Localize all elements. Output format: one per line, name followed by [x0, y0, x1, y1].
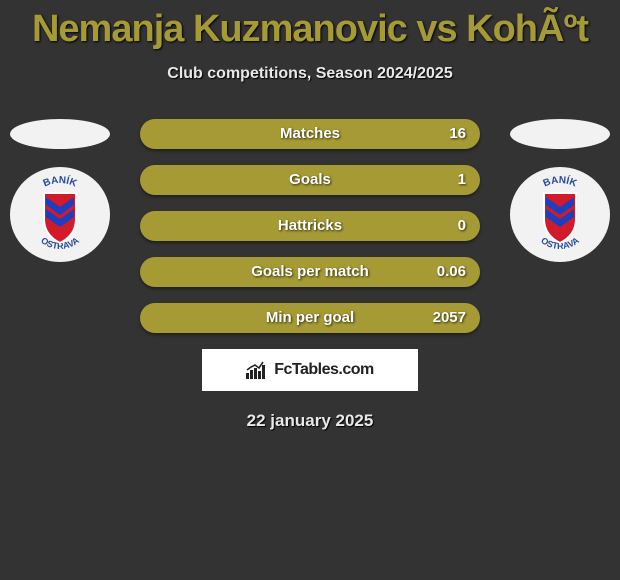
stat-label: Matches — [140, 119, 480, 149]
comparison-content: BANÍK OSTRAVA BANÍK OSTRAVA Matches16 Goa… — [0, 119, 620, 431]
stat-value-right: 2057 — [433, 303, 466, 333]
left-player-column: BANÍK OSTRAVA — [10, 119, 110, 262]
brand-box: FcTables.com — [202, 349, 418, 391]
brand-chart-icon — [246, 361, 268, 379]
subtitle: Club competitions, Season 2024/2025 — [0, 65, 620, 83]
stat-value-right: 16 — [449, 119, 466, 149]
stat-value-right: 1 — [458, 165, 466, 195]
date-text: 22 january 2025 — [0, 411, 620, 431]
stat-value-right: 0 — [458, 211, 466, 241]
stat-label: Goals — [140, 165, 480, 195]
right-player-column: BANÍK OSTRAVA — [510, 119, 610, 262]
stat-row: Hattricks0 — [140, 211, 480, 241]
stat-value-right: 0.06 — [437, 257, 466, 287]
stat-label: Goals per match — [140, 257, 480, 287]
stat-row: Min per goal2057 — [140, 303, 480, 333]
stat-row: Goals per match0.06 — [140, 257, 480, 287]
svg-text:BANÍK: BANÍK — [542, 174, 579, 190]
stat-label: Min per goal — [140, 303, 480, 333]
right-player-oval — [510, 119, 610, 149]
stat-row: Goals1 — [140, 165, 480, 195]
left-club-badge: BANÍK OSTRAVA — [10, 167, 110, 262]
stats-list: Matches16 Goals1 Hattricks0 Goals per match… — [140, 119, 480, 333]
svg-text:BANÍK: BANÍK — [42, 174, 79, 190]
stat-row: Matches16 — [140, 119, 480, 149]
stat-label: Hattricks — [140, 211, 480, 241]
brand-text: FcTables.com — [274, 361, 374, 379]
right-club-badge: BANÍK OSTRAVA — [510, 167, 610, 262]
page-title: Nemanja Kuzmanovic vs KohÃºt — [0, 0, 620, 51]
left-player-oval — [10, 119, 110, 149]
